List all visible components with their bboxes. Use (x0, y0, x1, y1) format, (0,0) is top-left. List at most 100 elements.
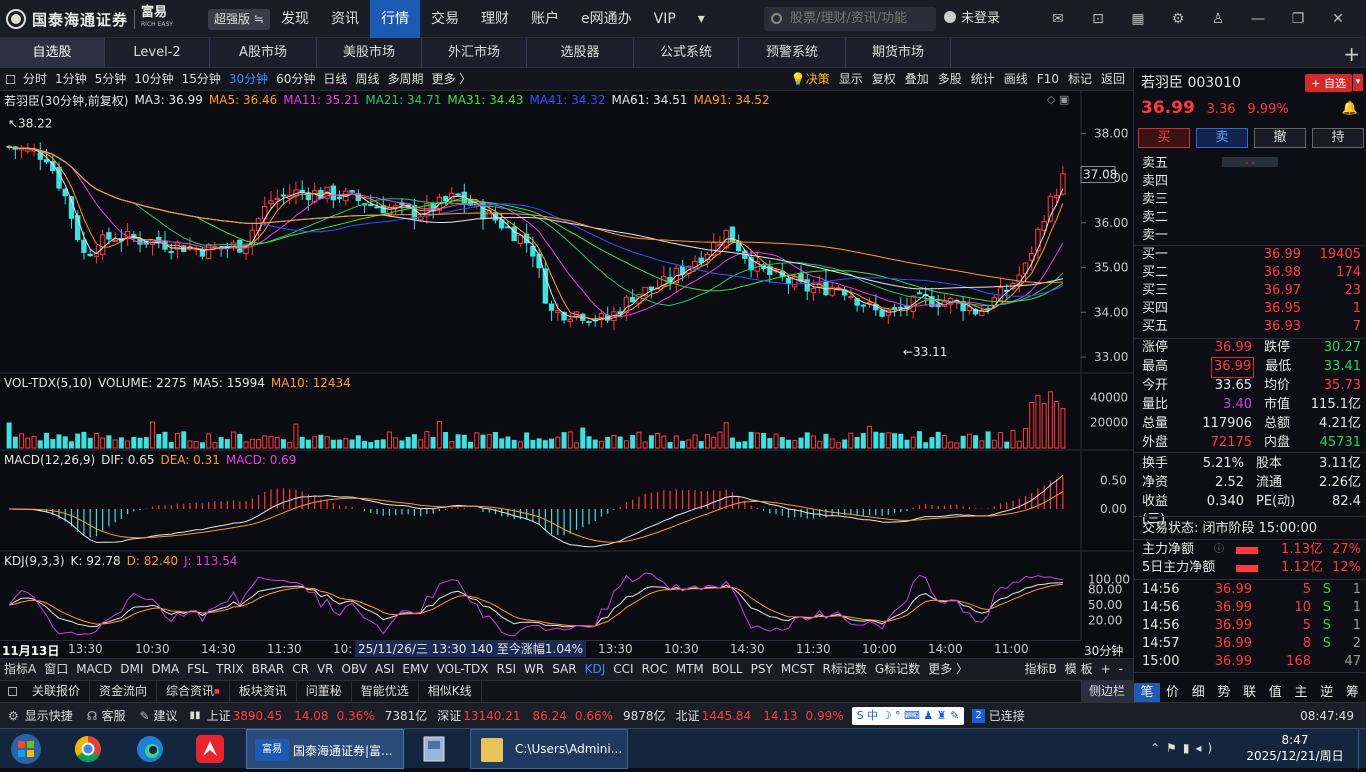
tool-7[interactable]: F10 (1036, 71, 1059, 86)
trade-button-0[interactable]: 买 (1138, 128, 1190, 148)
tool-1[interactable]: 显示 (838, 71, 863, 86)
bottom-menu-5[interactable]: 智能优选 (352, 681, 419, 702)
indicator-6[interactable]: TRIX (216, 662, 244, 676)
tab-1[interactable]: Level-2 (105, 38, 210, 68)
nav-6[interactable]: e网通办 (581, 11, 632, 27)
taskbar-app-explorer[interactable]: C:\Users\Admini... (470, 729, 628, 769)
indicator-3[interactable]: DMI (120, 662, 144, 676)
tab-2[interactable]: A股市场 (210, 38, 317, 68)
detail-tab-5[interactable]: 值 (1268, 685, 1282, 700)
indicator-27[interactable]: 指标B (1024, 662, 1057, 676)
edition-button[interactable]: 超强版 ≒ (208, 9, 270, 30)
period-0[interactable]: 分时 (23, 71, 48, 86)
restore-icon[interactable]: ❐ (1291, 11, 1305, 27)
tool-0[interactable]: 💡决策 (790, 71, 830, 86)
chart-settings-icon[interactable]: ◇ ▣ (1047, 93, 1069, 106)
trade-button-3[interactable]: 持 (1312, 128, 1364, 148)
indicator-0[interactable]: 指标A (4, 662, 37, 676)
taskbar-app-guotai[interactable]: 富易 国泰海通证券|富... (246, 729, 404, 769)
bottom-menu-4[interactable]: 问董秘 (297, 681, 352, 702)
period-3[interactable]: 10分钟 (134, 71, 174, 86)
bottom-menu-1[interactable]: 资金流向 (90, 681, 158, 702)
nav-1[interactable]: 资讯 (331, 11, 359, 27)
tool-4[interactable]: 多股 (937, 71, 962, 86)
edit-icon[interactable]: ✎ (139, 708, 150, 723)
indicator-12[interactable]: EMV (402, 662, 429, 676)
search-input[interactable]: 股票/理财/资讯/功能 (764, 7, 936, 31)
expand-handle[interactable]: ⌄⌄ (1134, 153, 1366, 167)
quick-icon[interactable]: ⚙ (8, 708, 19, 723)
tab-6[interactable]: 公式系统 (634, 38, 739, 68)
nav-2[interactable]: 行情 (370, 0, 420, 38)
detail-tab-6[interactable]: 主 (1294, 685, 1308, 700)
indicator-28[interactable]: 模 板 (1064, 662, 1093, 676)
detail-tab-0[interactable]: 笔 (1134, 683, 1160, 702)
trade-button-1[interactable]: 卖 (1196, 128, 1248, 148)
tab-0[interactable]: 自选股 (0, 38, 105, 68)
nav-5[interactable]: 账户 (531, 11, 559, 27)
tab-7[interactable]: 预警系统 (739, 38, 846, 68)
trade-button-2[interactable]: 撤 (1254, 128, 1306, 148)
indicator-24[interactable]: R标记数 (822, 662, 867, 676)
windows-start-icon[interactable] (6, 729, 46, 769)
indicator-1[interactable]: 窗口 (44, 662, 69, 676)
period-5[interactable]: 30分钟 (228, 71, 269, 86)
info-icon[interactable]: ⓘ (1214, 544, 1224, 555)
nav-0[interactable]: 发现 (281, 11, 309, 27)
detail-tab-3[interactable]: 势 (1217, 685, 1231, 700)
minimize-icon[interactable]: — (1251, 11, 1265, 27)
tool-2[interactable]: 复权 (871, 71, 896, 86)
add-favorite-button[interactable]: + 自选 (1305, 74, 1352, 92)
detail-tab-4[interactable]: 联 (1243, 685, 1257, 700)
bottom-menu-2[interactable]: 综合资讯■ (157, 681, 230, 702)
period-2[interactable]: 5分钟 (94, 71, 127, 86)
sh-index-name[interactable]: 上证 (206, 708, 231, 723)
indicator-23[interactable]: MCST (780, 662, 815, 676)
detail-tab-1[interactable]: 价 (1166, 685, 1180, 700)
tab-4[interactable]: 外汇市场 (422, 38, 527, 68)
period-9[interactable]: 多周期 (387, 71, 424, 86)
period-7[interactable]: 日线 (323, 71, 348, 86)
edge-taskbar-icon[interactable] (128, 729, 172, 769)
indicator-26[interactable]: 更多 〉 (928, 662, 968, 676)
panel-toggle-icon[interactable] (6, 74, 15, 84)
app-taskbar-icon[interactable] (188, 729, 232, 769)
side-bar-button[interactable]: 侧边栏 (1080, 681, 1133, 702)
indicator-4[interactable]: DMA (151, 662, 180, 676)
indicator-16[interactable]: SAR (552, 662, 577, 676)
suggest-button[interactable]: 建议 (153, 708, 178, 723)
mail-icon[interactable]: ✉ (1052, 11, 1064, 27)
indicator-5[interactable]: FSL (187, 662, 209, 676)
tool-6[interactable]: 画线 (1003, 71, 1028, 86)
bz-index-name[interactable]: 北证 (675, 708, 700, 723)
indicator-8[interactable]: CR (292, 662, 309, 676)
detail-tab-8[interactable]: 筹 (1345, 685, 1359, 700)
indicator-14[interactable]: RSI (496, 662, 517, 676)
add-tab-icon[interactable]: + (1343, 42, 1360, 66)
close-icon[interactable]: ✕ (1332, 11, 1344, 27)
tray-clock[interactable]: 8:47 2025/12/21/周日 (1246, 733, 1344, 763)
tray-icons[interactable]: ⌃⚑▮◂) (1150, 741, 1219, 755)
indicator-20[interactable]: MTM (675, 662, 704, 676)
tab-3[interactable]: 美股市场 (317, 38, 422, 68)
menu-toggle-icon[interactable] (8, 687, 17, 696)
period-1[interactable]: 1分钟 (55, 71, 87, 86)
indicator-19[interactable]: ROC (641, 662, 668, 676)
ime-toolbar[interactable]: S 中 ☽ ° ⌨ ♟ ♜ ✎ (851, 706, 965, 725)
start-button[interactable] (6, 729, 46, 769)
period-10[interactable]: 更多 〉 (431, 71, 472, 86)
chrome-taskbar-icon[interactable] (66, 729, 110, 769)
tool-3[interactable]: 叠加 (904, 71, 929, 86)
sz-index-name[interactable]: 深证 (437, 708, 462, 723)
indicator-17[interactable]: KDJ (584, 662, 606, 676)
indicator-21[interactable]: BOLL (711, 662, 743, 676)
period-8[interactable]: 周线 (355, 71, 380, 86)
nav-3[interactable]: 交易 (431, 11, 459, 27)
indicator-18[interactable]: CCI (613, 662, 634, 676)
tool-8[interactable]: 标记 (1067, 71, 1092, 86)
taskbar-app-tool[interactable] (410, 729, 460, 769)
chevron-down-icon[interactable]: ⌄⌄ (1222, 157, 1278, 167)
tab-5[interactable]: 选股器 (527, 38, 634, 68)
tool-5[interactable]: 统计 (970, 71, 995, 86)
